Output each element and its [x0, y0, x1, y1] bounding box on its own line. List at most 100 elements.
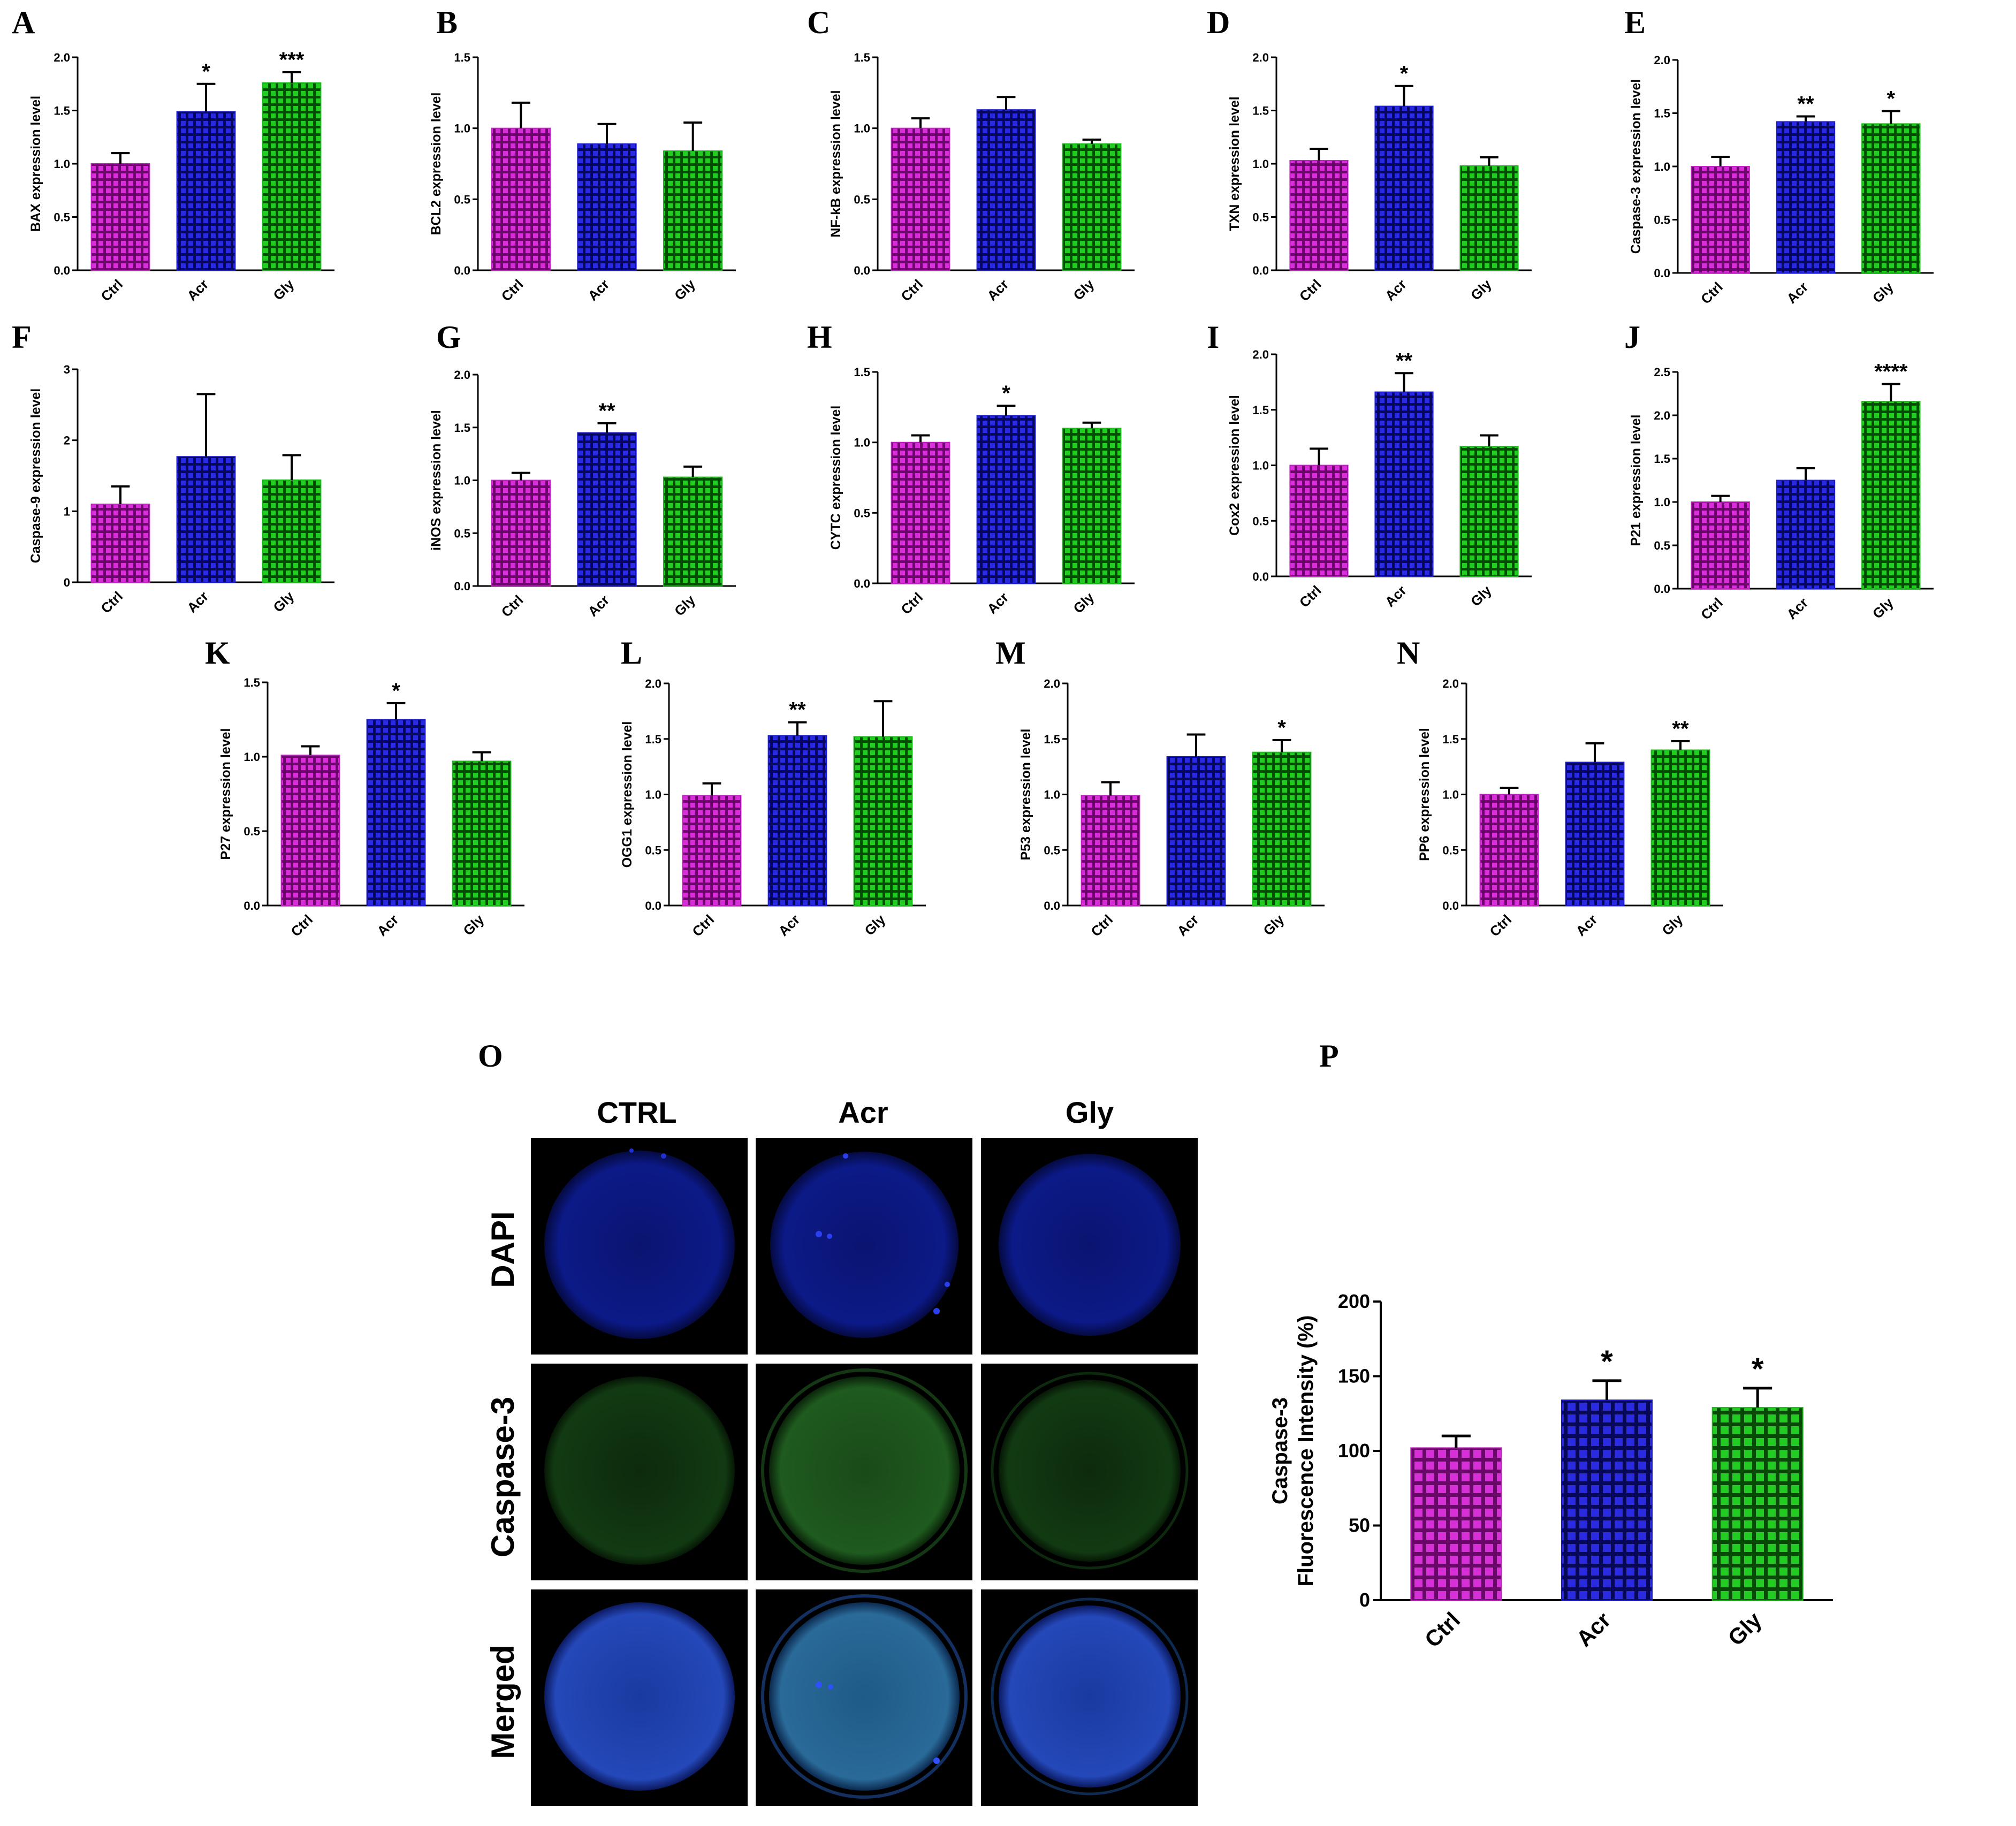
y-tick-label: 1.5 [1252, 104, 1269, 118]
chart-panel-g: G 0.0 0.5 1.0 1.5 2.0 iNOS expression level Ctr… [429, 319, 736, 620]
bar-acr [1776, 121, 1836, 273]
y-tick-label: 0.5 [854, 193, 870, 206]
y-tick-label: 0.0 [1252, 570, 1269, 583]
y-tick-label: 0.5 [1442, 843, 1459, 857]
bar-gly [1861, 123, 1921, 273]
y-tick-label: 2.0 [1442, 677, 1459, 690]
y-tick-label: 1.5 [1252, 404, 1269, 417]
bar-gly [1650, 749, 1710, 906]
micro-image-dapi-ctrl [531, 1138, 748, 1355]
y-tick-label: 1.5 [244, 676, 260, 689]
y-tick-label: 0 [1359, 1589, 1370, 1611]
bar-ctrl [491, 480, 551, 587]
y-axis-title: PP6 expression level [1417, 728, 1432, 861]
panel-letter-d: D [1207, 5, 1230, 40]
y-tick-label: 2.0 [1252, 348, 1269, 361]
y-tick-label: 0.5 [454, 193, 470, 206]
x-tick-label-ctrl: Ctrl [287, 911, 316, 940]
y-tick-label: 1.5 [1654, 452, 1670, 466]
panel-letter-e: E [1624, 5, 1646, 40]
bar-gly [1459, 446, 1519, 577]
bar-gly [262, 82, 322, 271]
panel-letter-n: N [1397, 635, 1420, 671]
x-tick-label-gly: Gly [460, 911, 487, 939]
micro-row-label-caspase3: Caspase-3 [485, 1397, 521, 1557]
bar-acr [1565, 762, 1625, 906]
y-tick-label: 2.0 [1044, 677, 1060, 690]
chart-panel-e: E 0.0 0.5 1.0 1.5 2.0 Caspase-3 expression lev… [1624, 5, 1934, 307]
x-tick-label-ctrl: Ctrl [1698, 279, 1726, 307]
y-tick-label: 0.0 [1654, 267, 1670, 280]
y-tick-label: 0.5 [1654, 214, 1670, 227]
bar-acr [1374, 391, 1434, 577]
x-tick-label-gly: Gly [1467, 582, 1495, 610]
y-tick-label: 1.5 [1044, 733, 1060, 746]
y-tick-label: 1.5 [1654, 107, 1670, 120]
y-tick-label: 2.0 [1654, 409, 1670, 422]
y-tick-label: 0.5 [244, 825, 260, 838]
bar-gly [1711, 1407, 1804, 1601]
bar-acr [976, 415, 1036, 584]
y-tick-label: 0.5 [54, 211, 70, 224]
bar-acr [366, 719, 426, 906]
y-tick-label: 50 [1349, 1515, 1370, 1536]
y-tick-label: 1.0 [454, 122, 470, 135]
x-tick-label-ctrl: Ctrl [97, 276, 126, 305]
micro-column-label-ctrl: CTRL [597, 1095, 676, 1129]
bar-gly [853, 736, 913, 906]
micro-image-dapi-acr [756, 1138, 972, 1355]
bar-acr [577, 143, 637, 271]
y-tick-label: 1.0 [1654, 496, 1670, 509]
bar-gly [1062, 428, 1122, 584]
y-axis-title-line: Fluorescence Intensity (%) [1294, 1315, 1318, 1587]
x-tick-label-ctrl: Ctrl [498, 592, 527, 620]
bar-ctrl [280, 755, 340, 906]
significance-label-acr: * [1400, 62, 1409, 86]
x-tick-label-acr: Acr [1783, 279, 1811, 307]
panel-letter-p: P [1319, 1038, 1339, 1074]
x-tick-label-ctrl: Ctrl [498, 276, 527, 305]
y-tick-label: 1.0 [54, 157, 70, 171]
y-tick-label: 1.5 [1442, 733, 1459, 746]
x-tick-label-acr: Acr [1571, 1607, 1616, 1652]
significance-label-acr: ** [598, 399, 615, 423]
chart-panel-k: K 0.0 0.5 1.0 1.5 P27 expression level Ctrl * Ac… [205, 635, 524, 940]
bar-ctrl [1479, 794, 1539, 906]
panel-letter-g: G [436, 319, 461, 355]
micro-image-merged-acr [756, 1589, 972, 1806]
y-tick-label: 1.0 [1442, 788, 1459, 802]
panel-letter-k: K [205, 635, 230, 671]
bar-ctrl [1691, 166, 1750, 273]
chart-panel-b: B 0.0 0.5 1.0 1.5 BCL2 expression level Ctrl Ac… [429, 5, 736, 305]
bar-gly [1459, 165, 1519, 271]
x-tick-label-acr: Acr [374, 911, 401, 939]
y-tick-label: 1.0 [1252, 459, 1269, 473]
y-axis-title: BCL2 expression level [429, 93, 444, 235]
y-tick-label: 1.0 [454, 474, 470, 488]
bar-ctrl [891, 442, 950, 584]
x-tick-label-ctrl: Ctrl [1296, 276, 1325, 305]
y-tick-label: 0.0 [454, 580, 470, 593]
y-axis-title: P21 expression level [1629, 415, 1644, 546]
bar-gly [452, 760, 512, 906]
x-tick-label-gly: Gly [1869, 595, 1897, 622]
y-tick-label: 0.0 [1442, 899, 1459, 912]
bar-gly [262, 479, 322, 583]
y-axis-title: iNOS expression level [429, 410, 444, 551]
y-axis-title: P53 expression level [1018, 729, 1033, 861]
micro-image-merged-gly [981, 1589, 1198, 1806]
significance-label-acr: ** [789, 698, 806, 722]
x-tick-label-gly: Gly [861, 911, 888, 939]
x-tick-label-gly: Gly [270, 276, 297, 303]
micro-row-label-dapi: DAPI [485, 1211, 521, 1288]
chart-panel-i: I 0.0 0.5 1.0 1.5 2.0 Cox2 expression level Ctr… [1207, 319, 1532, 611]
y-axis-title: NF-kB expression level [828, 90, 843, 237]
micro-image-caspase3-gly [981, 1364, 1198, 1580]
y-tick-label: 1.5 [854, 51, 870, 64]
y-tick-label: 150 [1338, 1365, 1370, 1387]
bar-ctrl [1081, 795, 1140, 906]
x-tick-label-acr: Acr [184, 276, 211, 304]
y-tick-label: 1.5 [645, 733, 661, 746]
significance-label-acr: ** [1797, 92, 1814, 116]
y-axis-title: Caspase-9 expression level [28, 389, 43, 564]
